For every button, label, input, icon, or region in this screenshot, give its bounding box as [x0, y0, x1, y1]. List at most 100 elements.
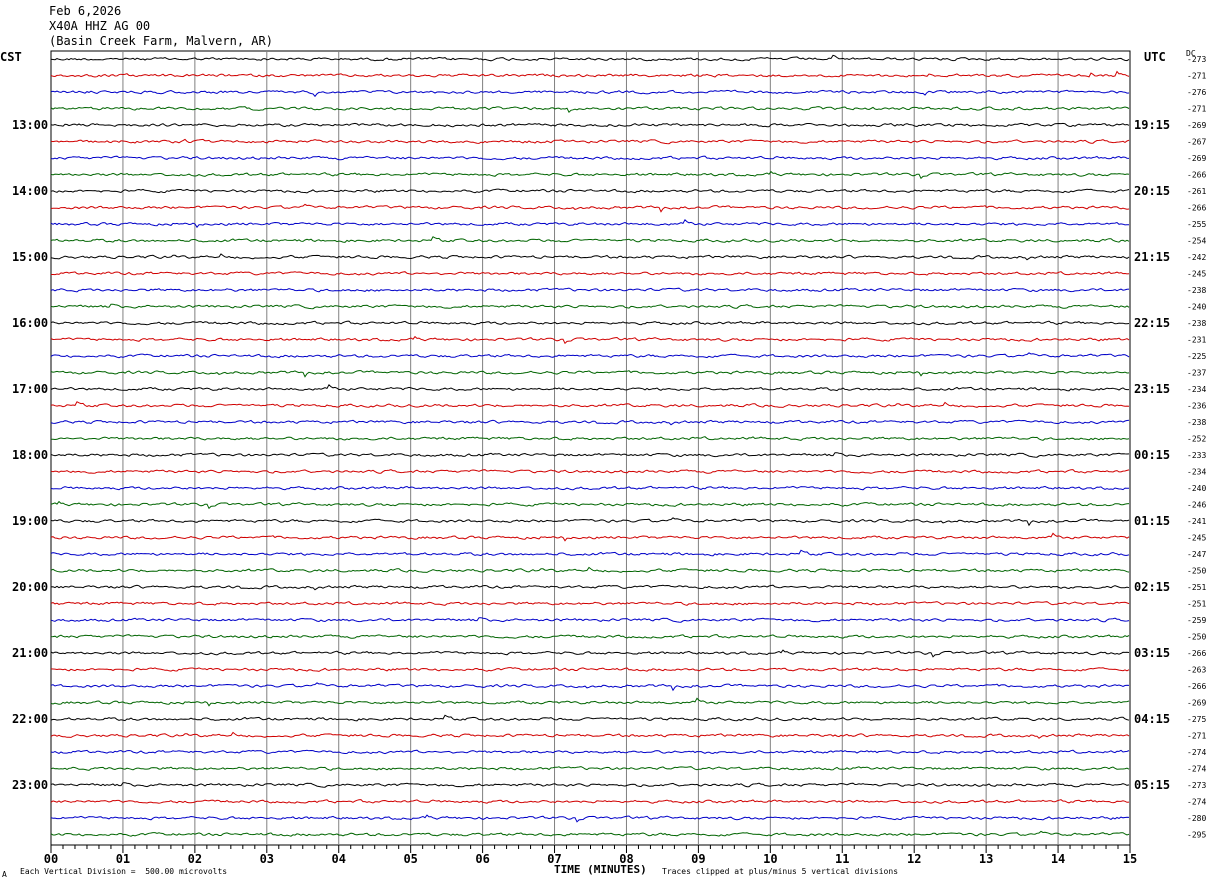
trace-line	[50, 469, 1130, 474]
x-axis-title: TIME (MINUTES)	[554, 863, 647, 876]
dc-offset-label: -295	[1187, 831, 1206, 840]
x-tick-label: 12	[907, 852, 921, 866]
dc-offset-label: -250	[1187, 567, 1206, 576]
trace-line	[50, 401, 1130, 408]
right-hour-label: 20:15	[1134, 184, 1170, 198]
dc-offset-label: -237	[1187, 369, 1206, 378]
dc-offset-label: -245	[1187, 270, 1206, 279]
left-hour-label: 13:00	[12, 118, 48, 132]
trace-line	[50, 89, 1130, 98]
trace-line	[50, 799, 1130, 804]
dc-offset-label: -240	[1187, 484, 1206, 493]
trace-line	[50, 54, 1130, 62]
trace-line	[50, 549, 1130, 557]
x-tick-label: 00	[44, 852, 58, 866]
left-hour-label: 22:00	[12, 712, 48, 726]
trace-line	[50, 383, 1129, 392]
header-location: (Basin Creek Farm, Malvern, AR)	[49, 34, 273, 48]
x-tick-label: 13	[979, 852, 993, 866]
clip-note: Traces clipped at plus/minus 5 vertical …	[662, 867, 899, 876]
x-tick-label: 07	[547, 852, 561, 866]
trace-line	[50, 419, 1130, 426]
left-hour-label: 19:00	[12, 514, 48, 528]
trace-line	[50, 731, 1130, 739]
trace-line	[50, 320, 1130, 326]
trace-line	[50, 370, 1130, 378]
trace-line	[50, 532, 1130, 542]
trace-line	[50, 253, 1130, 261]
dc-offset-label: -240	[1187, 303, 1206, 312]
x-tick-label: 04	[332, 852, 346, 866]
trace-line	[50, 500, 1130, 510]
x-tick-label: 03	[260, 852, 274, 866]
left-hour-label: 16:00	[12, 316, 48, 330]
trace-line	[50, 170, 1130, 180]
dc-offset-label: -266	[1187, 682, 1206, 691]
grid-lines	[50, 50, 1131, 853]
dc-offset-label: -269	[1187, 699, 1206, 708]
left-hour-label: 20:00	[12, 580, 48, 594]
dc-offset-label: -225	[1187, 352, 1206, 361]
trace-line	[50, 436, 1130, 441]
trace-line	[50, 106, 1130, 114]
trace-line	[50, 649, 1130, 658]
trace-line	[50, 188, 1130, 194]
dc-offset-label: -251	[1187, 583, 1206, 592]
right-hour-label: 22:15	[1134, 316, 1170, 330]
x-tick-label: 10	[763, 852, 777, 866]
trace-line	[50, 566, 1130, 573]
x-tick-label: 05	[403, 852, 417, 866]
trace-line	[50, 203, 1130, 213]
trace-line	[50, 617, 1130, 623]
dc-offset-label: -254	[1187, 237, 1206, 246]
trace-line	[50, 697, 1130, 707]
dc-offset-label: -275	[1187, 715, 1206, 724]
trace-line	[51, 271, 1130, 276]
dc-offset-label: -247	[1187, 550, 1206, 559]
left-hour-label: 21:00	[12, 646, 48, 660]
right-hour-label: 00:15	[1134, 448, 1170, 462]
trace-line	[50, 352, 1130, 359]
trace-line	[50, 601, 1130, 606]
left-hour-label: 15:00	[12, 250, 48, 264]
dc-offset-label: -266	[1187, 204, 1206, 213]
dc-offset-label: -241	[1187, 517, 1206, 526]
dc-offset-label: -233	[1187, 451, 1206, 460]
dc-offset-label: -273	[1187, 55, 1206, 64]
dc-offset-label: -276	[1187, 88, 1206, 97]
trace-line	[50, 634, 1130, 639]
trace-line	[50, 766, 1130, 771]
left-hour-label: 17:00	[12, 382, 48, 396]
dc-offset-label: -259	[1187, 616, 1206, 625]
x-tick-label: 06	[475, 852, 489, 866]
scale-note: Each Vertical Division = 500.00 microvol…	[20, 867, 228, 876]
dc-offset-label: -274	[1187, 748, 1206, 757]
dc-offset-label: -246	[1187, 501, 1206, 510]
left-hour-label: 14:00	[12, 184, 48, 198]
trace-line	[50, 714, 1130, 722]
dc-offset-label: -271	[1187, 72, 1206, 81]
trace-line	[50, 584, 1130, 591]
trace-line	[50, 287, 1130, 293]
trace-line	[50, 749, 1130, 755]
right-hour-label: 01:15	[1134, 514, 1170, 528]
trace-lines	[50, 54, 1130, 837]
dc-offset-label: -269	[1187, 121, 1206, 130]
left-hour-label: 23:00	[12, 778, 48, 792]
right-hour-label: 21:15	[1134, 250, 1170, 264]
x-tick-label: 14	[1051, 852, 1065, 866]
trace-line	[50, 303, 1130, 310]
trace-line	[50, 122, 1130, 128]
dc-offset-label: -252	[1187, 435, 1206, 444]
dc-offset-label: -231	[1187, 336, 1206, 345]
x-tick-label: 11	[835, 852, 849, 866]
trace-line	[50, 830, 1130, 837]
dc-offset-label: -274	[1187, 765, 1206, 774]
dc-offset-label: -245	[1187, 534, 1206, 543]
trace-line	[50, 70, 1130, 78]
trace-line	[50, 452, 1130, 458]
dc-offset-label: -273	[1187, 781, 1206, 790]
axis-labels: 00 01 02 03 04 05 06 07 08 09 10 11 12 13 14 15 -273 -271…	[12, 55, 1206, 866]
header-station: X40A HHZ AG 00	[49, 19, 151, 33]
